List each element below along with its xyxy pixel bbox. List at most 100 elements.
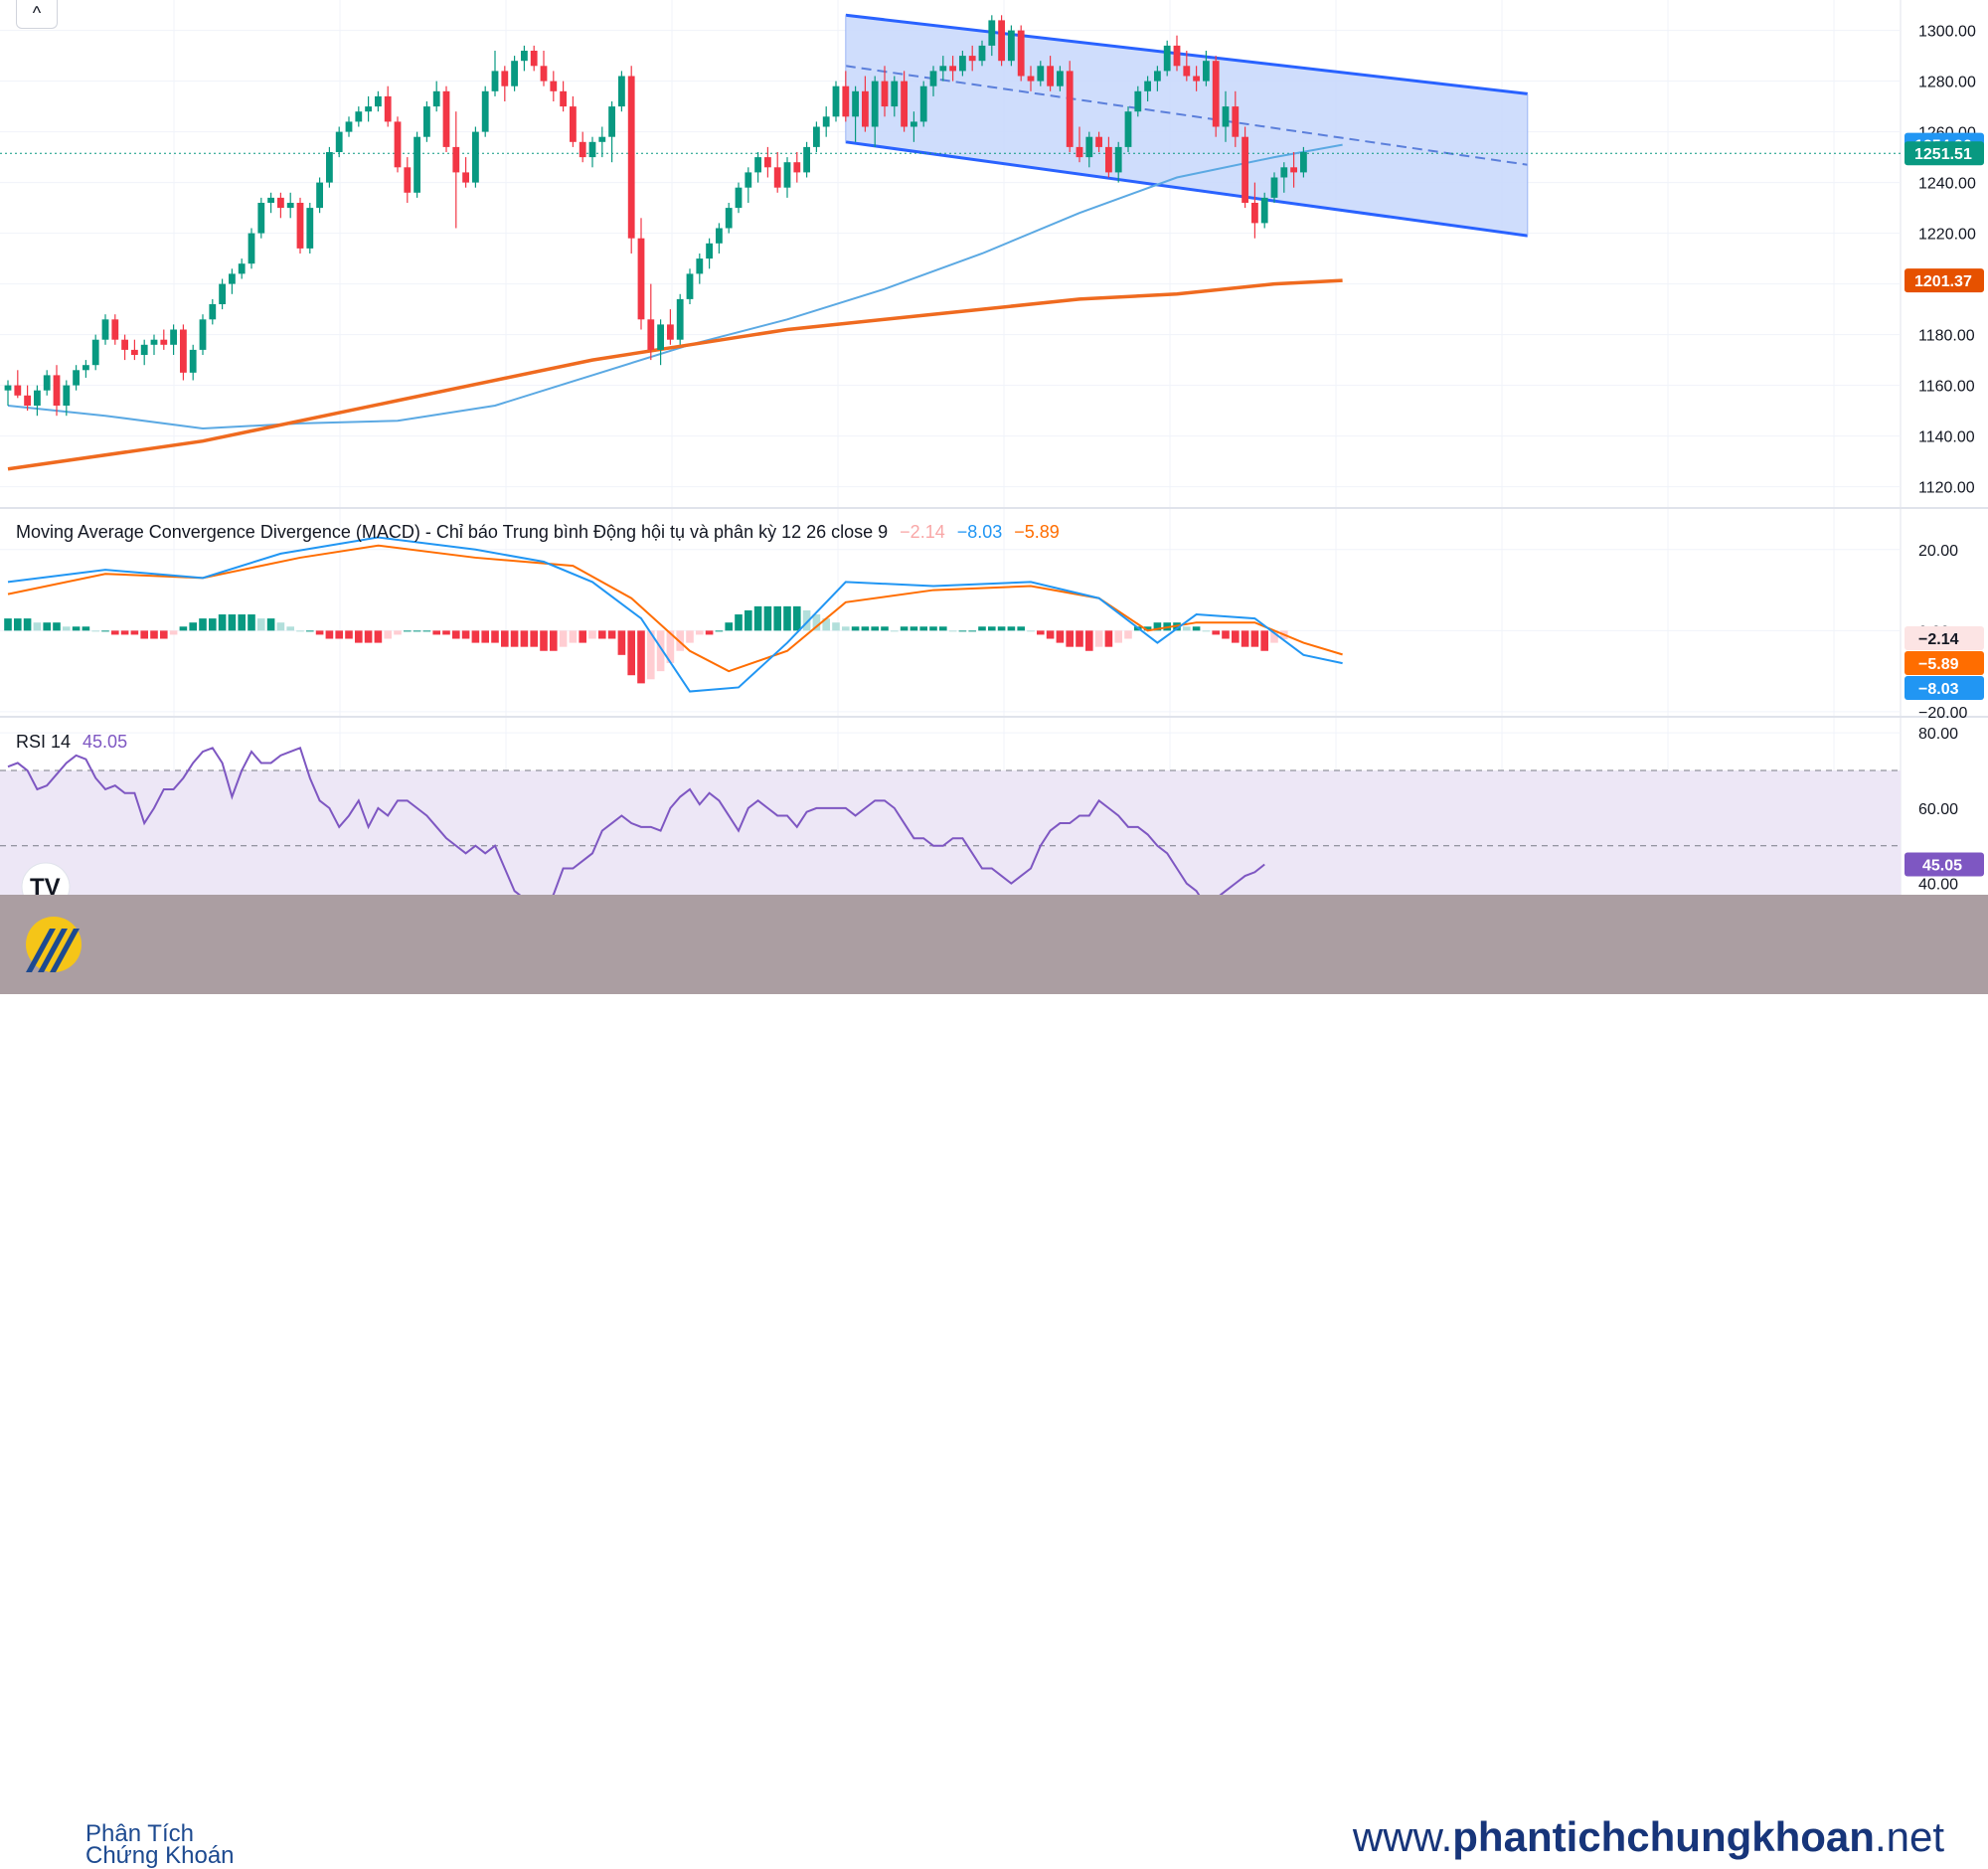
macd-histogram-bar <box>1104 630 1113 647</box>
macd-histogram-bar <box>842 626 850 631</box>
candle-body <box>871 81 879 127</box>
macd-legend-value: −5.89 <box>1014 522 1060 542</box>
macd-histogram-bar <box>627 630 635 676</box>
macd-legend-value: −8.03 <box>957 522 1003 542</box>
candle-body <box>667 324 674 340</box>
candle-body <box>335 131 343 152</box>
candle <box>803 141 810 178</box>
candle <box>375 90 382 112</box>
macd-value-badge: −5.89 <box>1905 651 1984 675</box>
candle <box>1154 66 1161 91</box>
macd-histogram-bar <box>1212 630 1220 635</box>
candle <box>1008 25 1015 67</box>
candle <box>852 85 859 142</box>
candle <box>111 314 119 345</box>
candle <box>462 157 469 188</box>
candle <box>637 218 645 330</box>
macd-histogram-bar <box>559 630 568 647</box>
candle-body <box>1037 66 1045 82</box>
macd-histogram-bar <box>189 622 197 631</box>
candle <box>432 81 440 112</box>
chart-canvas[interactable]: −2.14 −8.03 −5.89 45.05 1120.00 1140.00 1160… <box>0 0 1988 895</box>
candle-body <box>540 66 548 82</box>
candle-body <box>229 273 236 284</box>
candle-body <box>160 339 168 345</box>
y-tick-label: 80.00 <box>1918 726 1958 743</box>
macd-value-badge-bg <box>1905 626 1984 650</box>
macd-histogram-bar <box>364 630 373 643</box>
candle <box>579 131 586 163</box>
macd-histogram-bar <box>832 622 840 631</box>
candle <box>257 197 265 239</box>
macd-histogram-bar <box>442 630 450 635</box>
candle <box>1222 90 1230 142</box>
candle <box>521 45 528 72</box>
candle-body <box>345 121 353 132</box>
candle-body <box>24 395 31 406</box>
candle-body <box>842 85 850 117</box>
macd-histogram-bar <box>510 630 519 647</box>
candle-body <box>852 90 859 117</box>
candle-body <box>1124 111 1132 147</box>
macd-histogram-bar <box>656 630 665 672</box>
candle <box>588 136 596 168</box>
candle-body <box>277 197 284 209</box>
candle <box>140 339 148 366</box>
collapse-pane-button[interactable]: ^ <box>16 0 58 29</box>
candle-body <box>1242 136 1248 203</box>
candle-body <box>452 146 460 173</box>
site-url-link[interactable]: www.phantichchungkhoan.net <box>1353 1813 1944 1861</box>
candle-body <box>404 167 412 193</box>
candle-body <box>4 385 12 391</box>
candle <box>73 365 80 391</box>
macd-value-badge-bg <box>1905 651 1984 675</box>
macd-histogram-bar <box>569 630 578 643</box>
candle-body <box>1173 45 1181 67</box>
candle-body <box>189 349 197 373</box>
macd-pane[interactable]: −2.14 −8.03 −5.89 <box>4 522 1343 693</box>
macd-histogram-bar <box>745 609 752 631</box>
candle-body <box>219 283 226 304</box>
macd-histogram-bar <box>647 630 655 680</box>
price-axis[interactable]: 1120.001140.001160.001180.001200.001220.… <box>1905 24 1984 894</box>
y-tick-label: 1160.00 <box>1918 379 1975 396</box>
rsi-legend-value: 45.05 <box>83 732 127 752</box>
candle <box>326 146 333 188</box>
orange-ma-line <box>7 278 1343 471</box>
candle-body <box>209 304 217 320</box>
candle <box>667 309 674 345</box>
y-tick-label: 1300.00 <box>1918 24 1976 41</box>
candle-body <box>822 116 830 127</box>
candle <box>24 385 31 412</box>
candle-body <box>530 51 538 67</box>
macd-line <box>7 536 1343 693</box>
macd-histogram-bar <box>802 609 811 631</box>
candle-body <box>316 182 323 209</box>
macd-histogram-bar <box>1114 630 1122 643</box>
candle <box>822 106 830 137</box>
rsi-legend-title: RSI 14 <box>16 732 71 752</box>
macd-histogram-bar <box>1232 630 1240 643</box>
rsi-pane[interactable]: 45.05 <box>0 732 1901 895</box>
candle-body <box>267 197 274 203</box>
candle <box>570 95 577 147</box>
candle-body <box>73 370 80 386</box>
macd-histogram-bar <box>978 626 986 631</box>
macd-histogram-bar <box>871 626 879 631</box>
candle-body <box>394 121 402 168</box>
candle <box>1057 66 1064 91</box>
candle-body <box>901 81 908 127</box>
macd-histogram-bar <box>404 630 412 632</box>
candle-body <box>384 95 392 122</box>
candle-body <box>754 157 761 173</box>
candle-body <box>248 233 255 264</box>
candle-body <box>998 20 1005 62</box>
macd-histogram-bar <box>384 630 392 639</box>
price-badge-label: 1251.51 <box>1914 146 1972 163</box>
candle-body <box>170 329 177 345</box>
price-pane[interactable] <box>0 13 1901 471</box>
macd-histogram-bar <box>471 630 480 643</box>
macd-histogram-bar <box>276 622 285 631</box>
macd-histogram-bar <box>598 630 606 639</box>
candle-body <box>53 375 61 406</box>
